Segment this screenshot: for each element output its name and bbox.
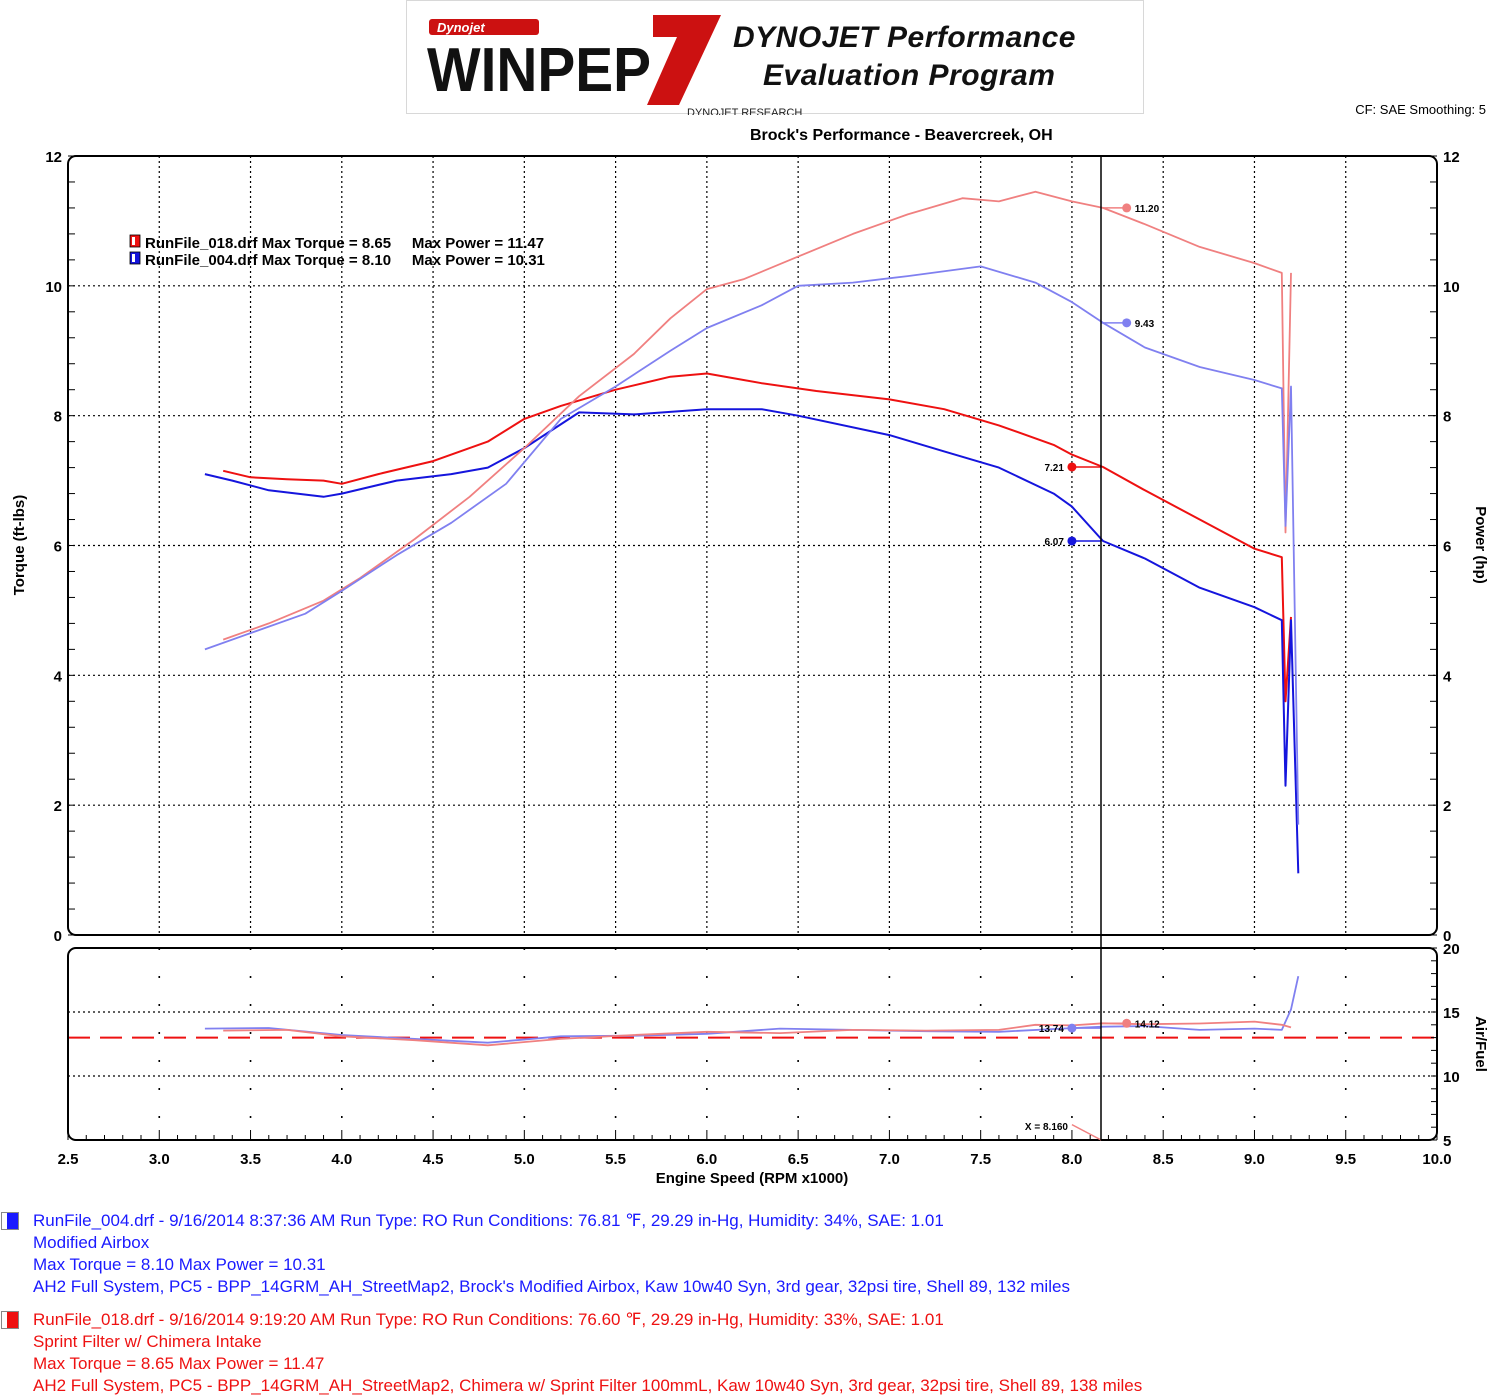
x-tick-label: 10.0 xyxy=(1422,1151,1451,1168)
tick-labels: 2.5 3.0 3.5 4.0 4.5 5.0 5.5 6.0 6.5 7.0 7.5 8.0 8.5 9… xyxy=(45,149,1459,1168)
x-tick-label: 4.0 xyxy=(331,1151,352,1168)
winpep-logo: Dynojet WINPEP 7 DYNOJET Performance Eva… xyxy=(406,0,1144,115)
legend-swatch-004-highlight xyxy=(132,254,135,262)
airfuel-tick-label: 20 xyxy=(1443,941,1460,958)
x-tick-label: 5.5 xyxy=(605,1151,626,1168)
value-marker xyxy=(1067,536,1077,546)
x-axis-title: Engine Speed (RPM x1000) xyxy=(656,1170,849,1187)
run-004-line2: Modified Airbox xyxy=(33,1233,150,1252)
run-004-line4: AH2 Full System, PC5 - BPP_14GRM_AH_Stre… xyxy=(33,1277,1070,1296)
y2-tick-label: 10 xyxy=(1443,279,1460,296)
x-tick-label: 6.0 xyxy=(696,1151,717,1168)
x-tick-label: 7.0 xyxy=(879,1151,900,1168)
y2-tick-label: 2 xyxy=(1443,798,1451,815)
series-runfile-018-torque-line xyxy=(222,372,1292,703)
legend-entry-018: RunFile_018.drf Max Torque = 8.65 Max Po… xyxy=(145,235,544,252)
legend: RunFile_018.drf Max Torque = 8.65 Max Po… xyxy=(129,234,545,269)
x-tick-label: 9.0 xyxy=(1244,1151,1265,1168)
x-tick-label: 8.5 xyxy=(1153,1151,1174,1168)
logo-subtitle: DYNOJET RESEARCH xyxy=(687,107,803,115)
x-tick-label: 2.5 xyxy=(58,1151,79,1168)
y2-tick-label: 8 xyxy=(1443,409,1451,426)
series-runfile-004-torque-line xyxy=(204,408,1300,874)
value-marker-label: 9.43 xyxy=(1135,319,1155,330)
airfuel-axis-title: Air/Fuel xyxy=(1472,1016,1489,1072)
airfuel-tick-label: 10 xyxy=(1443,1069,1460,1086)
value-marker xyxy=(1067,1023,1077,1033)
x-tick-label: 5.0 xyxy=(514,1151,535,1168)
run-004-line3: Max Torque = 8.10 Max Power = 10.31 xyxy=(33,1255,326,1274)
y2-axis-title: Power (hp) xyxy=(1472,506,1489,584)
cursor-label: X = 8.160 xyxy=(1025,1122,1069,1133)
y-tick-label: 12 xyxy=(45,149,62,166)
marker-layer: 11.20 9.43 7.21 6.07 13.74 14.12 xyxy=(1039,203,1160,1141)
x-tick-label: 4.5 xyxy=(423,1151,444,1168)
x-tick-label: 7.5 xyxy=(970,1151,991,1168)
run-swatch-018 xyxy=(1,1311,19,1329)
run-swatch-004 xyxy=(1,1212,19,1230)
airfuel-grid xyxy=(68,948,1437,1140)
y2-tick-label: 0 xyxy=(1443,928,1451,945)
value-marker-label: 13.74 xyxy=(1039,1024,1064,1035)
value-marker xyxy=(1067,462,1077,472)
series-runfile-018-power-line xyxy=(222,190,1292,641)
series-layer xyxy=(204,190,1300,1047)
x-tick-label: 3.5 xyxy=(240,1151,261,1168)
run-004-line1: RunFile_004.drf - 9/16/2014 8:37:36 AM R… xyxy=(33,1211,944,1230)
y-tick-label: 4 xyxy=(54,668,63,685)
y-tick-label: 6 xyxy=(54,539,62,556)
y2-tick-label: 4 xyxy=(1443,668,1452,685)
dyno-chart: 11.20 9.43 7.21 6.07 13.74 14.12 2.5 3.0 3.5 4.0… xyxy=(11,149,1489,1187)
y-tick-label: 0 xyxy=(54,928,62,945)
x-tick-label: 9.5 xyxy=(1335,1151,1356,1168)
logo-word: WINPEP xyxy=(427,36,651,105)
airfuel-tick-label: 15 xyxy=(1443,1005,1460,1022)
y-tick-label: 8 xyxy=(54,409,62,426)
legend-entry-004: RunFile_004.drf Max Torque = 8.10 Max Po… xyxy=(145,252,545,269)
airfuel-tick-label: 5 xyxy=(1443,1133,1451,1150)
series-runfile-004-power-line xyxy=(204,265,1300,825)
value-marker-label: 6.07 xyxy=(1044,537,1064,548)
logo-line1: DYNOJET Performance xyxy=(733,21,1076,54)
y-axis-title: Torque (ft-lbs) xyxy=(11,495,28,596)
y2-tick-label: 6 xyxy=(1443,539,1451,556)
value-marker-label: 14.12 xyxy=(1135,1019,1160,1030)
value-marker xyxy=(1122,318,1132,328)
logo-brand: Dynojet xyxy=(437,20,485,35)
x-tick-label: 6.5 xyxy=(788,1151,809,1168)
run-018-line4: AH2 Full System, PC5 - BPP_14GRM_AH_Stre… xyxy=(33,1376,1143,1395)
x-tick-label: 8.0 xyxy=(1062,1151,1083,1168)
value-marker xyxy=(1122,203,1132,213)
value-marker-label: 11.20 xyxy=(1135,204,1160,215)
x-tick-label: 3.0 xyxy=(149,1151,170,1168)
correction-factor-info: CF: SAE Smoothing: 5 xyxy=(1355,102,1486,117)
winpep7-wordmark: Dynojet WINPEP 7 xyxy=(427,15,721,105)
y-tick-label: 10 xyxy=(45,279,62,296)
value-marker-label: 7.21 xyxy=(1044,463,1064,474)
y-tick-label: 2 xyxy=(54,798,62,815)
run-018-line2: Sprint Filter w/ Chimera Intake xyxy=(33,1332,262,1351)
value-marker xyxy=(1122,1018,1132,1028)
main-grid xyxy=(68,156,1437,935)
y2-tick-label: 12 xyxy=(1443,149,1460,166)
series-runfile-018-air-fuel-line xyxy=(223,1020,1292,1047)
logo-line2: Evaluation Program xyxy=(763,59,1056,92)
cursor-pointer-line xyxy=(1071,1123,1102,1141)
chart-title: Brock's Performance - Beavercreek, OH xyxy=(750,127,1053,144)
run-018-line1: RunFile_018.drf - 9/16/2014 9:19:20 AM R… xyxy=(33,1310,944,1329)
run-018-line3: Max Torque = 8.65 Max Power = 11.47 xyxy=(33,1354,325,1373)
airfuel-plot-frame xyxy=(67,947,1438,1141)
legend-swatch-018-highlight xyxy=(132,237,135,245)
